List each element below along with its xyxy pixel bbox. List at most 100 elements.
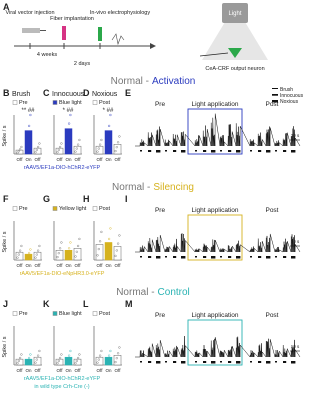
data-dot [57,252,60,255]
data-dot [65,361,68,364]
heading-title: Normal - [111,76,149,87]
data-dot [116,242,120,245]
stim-bar [140,256,142,258]
data-dot [69,113,72,117]
stim-bar [173,256,177,258]
stim-bar [140,361,142,363]
data-dot [67,354,71,357]
data-dot [105,253,108,256]
data-dot [36,249,40,252]
data-dot [25,257,28,260]
data-dot [118,135,121,138]
data-dot [114,149,117,153]
data-dot [19,148,22,151]
data-dot [96,361,99,364]
phase-label: Light application [192,312,239,319]
legend-label: Yellow light [59,206,87,212]
stim-bar [165,256,167,258]
stim-bar [250,256,252,258]
data-dot [17,359,20,363]
stim-bar [211,361,216,364]
data-dot [35,148,38,152]
panel-label: J [3,299,8,309]
stim-bar [220,150,222,152]
x-label: Off [17,368,24,373]
data-dot [36,145,40,149]
data-dot [78,353,81,356]
construct: in wild type Crh-Cre (-) [34,384,89,390]
trace [135,233,301,253]
stim-bar [203,361,207,363]
data-dot [69,241,72,244]
data-dot [29,248,32,251]
bar [95,145,104,155]
stim-bar [220,361,222,363]
scale-label: 10 s [291,344,300,349]
data-dot [16,256,19,259]
phase-label: Pre [155,312,166,319]
data-dot [56,151,59,154]
data-dot [96,150,99,153]
data-dot [65,255,68,259]
data-dot [58,356,62,360]
legend-label: Pre [19,311,28,317]
light-source [222,3,248,23]
data-dot [105,361,108,364]
x-label: Off [75,368,82,373]
data-dot [58,247,62,250]
phase-label: Light application [192,207,239,214]
bar [55,147,64,155]
bar [24,253,33,261]
data-dot [97,358,100,361]
data-dot [19,249,22,252]
data-dot [67,122,71,125]
data-dot [60,353,63,356]
section-heading: Normal - Activation [111,76,196,87]
bar [55,358,64,366]
data-dot [75,147,78,150]
x-label: Off [115,368,122,373]
data-dot [57,359,60,363]
light-window [187,108,243,155]
data-dot [19,356,22,360]
stim-bar [156,150,161,153]
data-dot [106,136,109,139]
stim-bar [203,150,207,152]
step: Fiber implantation [50,16,94,22]
data-dot [69,349,72,353]
data-dot [28,356,31,360]
data-dot [109,227,112,230]
stim-bar [148,256,152,258]
bar [64,356,73,366]
stats: ** ## [21,108,35,114]
data-dot [34,256,37,259]
bar [55,250,64,261]
data-dot [78,138,81,142]
data-dot [75,250,78,253]
stim-bar [236,361,241,364]
legend-label: Innocuous [280,93,304,99]
phase-label: Pre [155,101,166,108]
x-label: On [65,263,72,268]
legend-swatch [12,206,18,211]
panel-label: K [43,299,50,309]
data-dot [25,362,28,365]
neuron-icon [228,48,242,58]
stim-bar [275,361,277,363]
x-label: Off [35,368,42,373]
phase-label: Pre [155,207,166,214]
phase-label: Post [265,207,278,214]
stim-bar [181,150,186,153]
phase-label: Post [265,312,278,319]
bar [24,358,33,366]
bar [15,358,24,366]
stim-bar [195,256,197,258]
section-heading: Normal - Control [116,287,190,298]
x-label: Off [57,263,64,268]
data-dot [97,147,100,150]
data-dot [107,124,111,128]
x-label: Off [35,263,42,268]
panel-label: A [3,2,10,12]
data-dot [100,138,103,142]
data-dot [17,253,20,256]
